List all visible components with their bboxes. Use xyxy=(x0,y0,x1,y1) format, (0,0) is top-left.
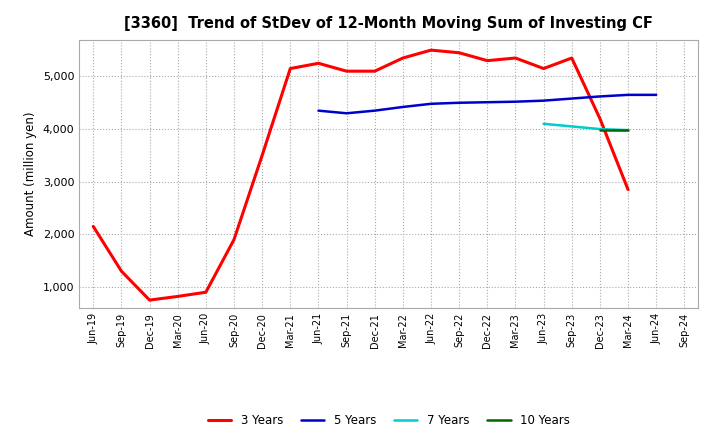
Y-axis label: Amount (million yen): Amount (million yen) xyxy=(24,112,37,236)
3 Years xyxy=(230,237,238,242)
3 Years xyxy=(258,153,266,158)
5 Years xyxy=(624,92,632,98)
5 Years xyxy=(370,108,379,113)
7 Years xyxy=(624,128,632,133)
5 Years xyxy=(483,99,492,105)
3 Years xyxy=(595,116,604,121)
3 Years xyxy=(483,58,492,63)
3 Years xyxy=(370,69,379,74)
3 Years xyxy=(286,66,294,71)
3 Years xyxy=(314,61,323,66)
Line: 7 Years: 7 Years xyxy=(544,124,628,130)
5 Years xyxy=(427,101,436,106)
3 Years xyxy=(511,55,520,61)
3 Years xyxy=(427,48,436,53)
5 Years xyxy=(342,110,351,116)
7 Years xyxy=(539,121,548,126)
5 Years xyxy=(455,100,464,106)
Line: 5 Years: 5 Years xyxy=(318,95,656,113)
3 Years xyxy=(174,294,182,299)
Legend: 3 Years, 5 Years, 7 Years, 10 Years: 3 Years, 5 Years, 7 Years, 10 Years xyxy=(203,410,575,432)
Line: 3 Years: 3 Years xyxy=(94,50,628,300)
5 Years xyxy=(314,108,323,113)
3 Years xyxy=(624,187,632,192)
3 Years xyxy=(539,66,548,71)
5 Years xyxy=(652,92,660,98)
3 Years xyxy=(202,290,210,295)
7 Years xyxy=(567,124,576,129)
3 Years xyxy=(145,297,154,303)
10 Years xyxy=(624,128,632,133)
5 Years xyxy=(595,94,604,99)
3 Years xyxy=(567,55,576,61)
3 Years xyxy=(399,55,408,61)
3 Years xyxy=(117,268,126,274)
5 Years xyxy=(399,104,408,110)
5 Years xyxy=(539,98,548,103)
10 Years xyxy=(595,128,604,133)
3 Years xyxy=(342,69,351,74)
3 Years xyxy=(89,224,98,229)
5 Years xyxy=(511,99,520,104)
3 Years xyxy=(455,50,464,55)
5 Years xyxy=(567,96,576,101)
7 Years xyxy=(595,126,604,132)
Title: [3360]  Trend of StDev of 12-Month Moving Sum of Investing CF: [3360] Trend of StDev of 12-Month Moving… xyxy=(125,16,653,32)
